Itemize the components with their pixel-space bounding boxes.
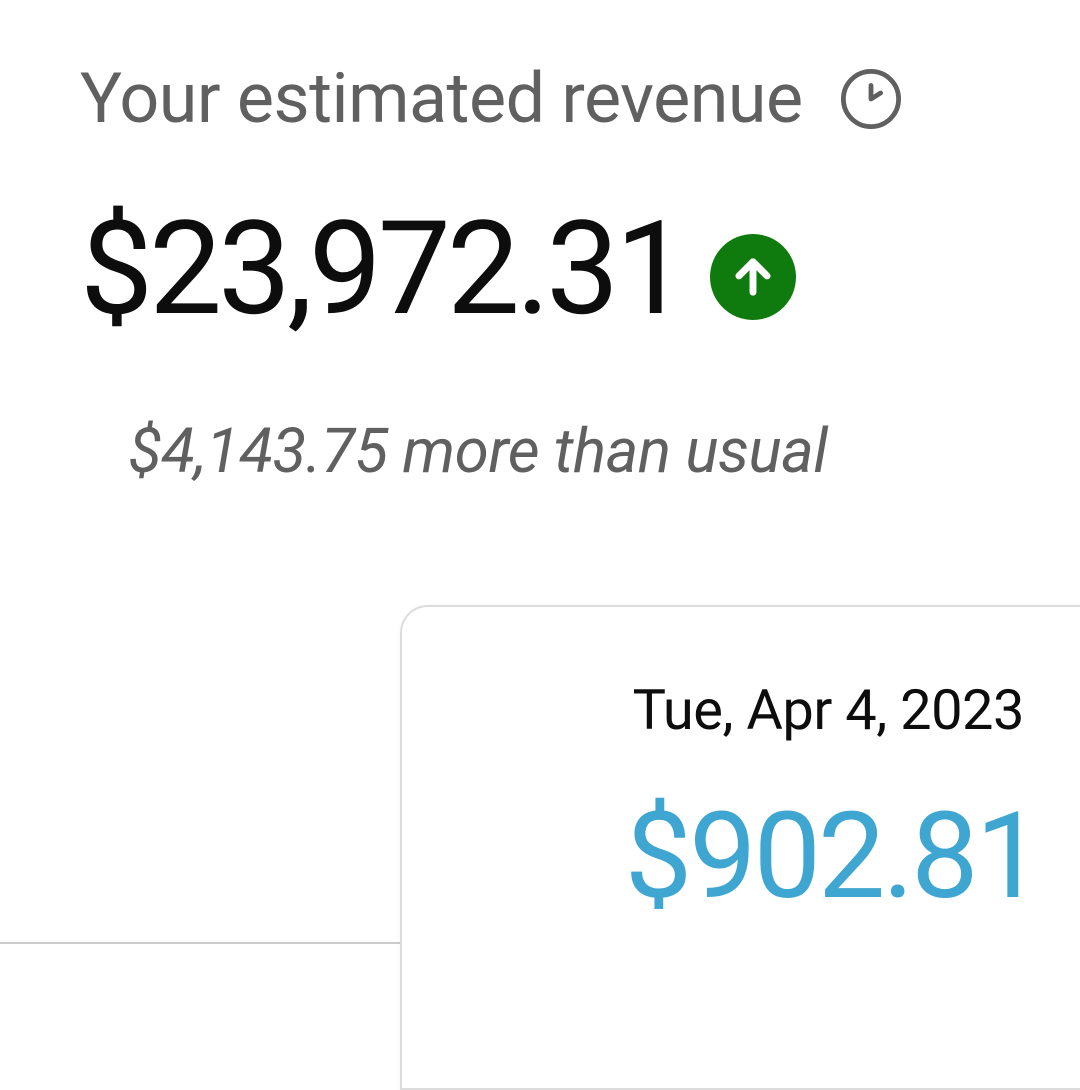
total-revenue-row: $23,972.31 — [0, 140, 1080, 345]
comparison-text: $4,143.75 more than usual — [0, 345, 1080, 488]
clock-icon — [835, 63, 907, 135]
daily-tooltip-card: Tue, Apr 4, 2023 $902.81 — [400, 605, 1080, 1090]
trend-up-badge — [710, 234, 796, 320]
tooltip-date: Tue, Apr 4, 2023 — [458, 677, 1040, 743]
tooltip-amount: $902.81 — [458, 743, 1040, 927]
total-revenue-amount: $23,972.31 — [80, 192, 684, 345]
header-row: Your estimated revenue — [0, 0, 1080, 140]
chart-baseline — [0, 942, 400, 944]
arrow-up-icon — [727, 251, 779, 303]
page-title: Your estimated revenue — [80, 58, 803, 140]
